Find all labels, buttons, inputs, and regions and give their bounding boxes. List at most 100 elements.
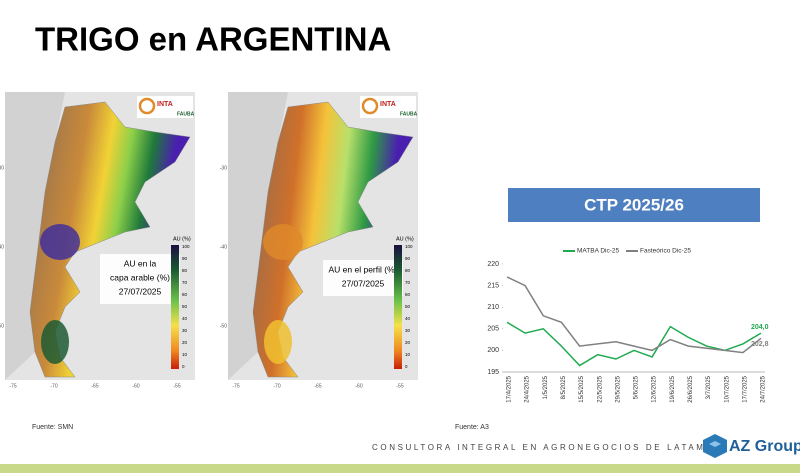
map-zone — [263, 224, 303, 260]
series-line — [506, 276, 762, 354]
colorbar-tick: 70 — [182, 280, 188, 285]
colorbar-tick: 70 — [405, 280, 411, 285]
y-tick-label: 200 — [487, 347, 499, 354]
legend-title: AU (%) — [396, 236, 414, 242]
map-region — [5, 92, 65, 380]
x-tick-label: 24/4/2025 — [525, 375, 531, 402]
lat-tick: -40 — [220, 244, 227, 250]
colorbar-tick: 30 — [405, 328, 411, 333]
colorbar-tick: 60 — [405, 292, 411, 297]
colorbar-tick: 10 — [405, 352, 411, 357]
map-country — [252, 101, 414, 378]
logo-text: AZ Group — [729, 438, 800, 455]
map-zone — [41, 320, 69, 364]
x-tick-label: 29/5/2025 — [615, 375, 621, 402]
x-tick-label: 22/5/2025 — [597, 375, 603, 402]
colorbar-tick: 30 — [182, 328, 188, 333]
x-tick-label: 19/6/2025 — [670, 375, 676, 402]
legend-label: Fasteórico Dic-25 — [640, 248, 691, 255]
map-zone — [264, 320, 292, 364]
x-tick-label: 3/7/2025 — [706, 375, 712, 399]
lon-tick: -65 — [314, 383, 321, 389]
colorbar-tick: 40 — [182, 316, 188, 321]
x-tick-label: 8/5/2025 — [561, 375, 567, 399]
lat-tick: -30 — [0, 165, 4, 171]
lon-tick: -75 — [9, 383, 16, 389]
lon-tick: -60 — [132, 383, 139, 389]
map-region — [228, 92, 288, 380]
colorbar-tick: 90 — [182, 256, 188, 261]
map-panel: INTA FAUBA AU en el perfil (%) 27/07/2025 AU… — [228, 92, 418, 380]
caption-text: 27/07/2025 — [119, 286, 162, 296]
footer-text: CONSULTORA INTEGRAL EN AGRONEGOCIOS DE L… — [372, 443, 706, 452]
caption-box — [100, 254, 180, 304]
line-chart: 195 200 205 210 215 220 17/4/2025 24/4/2025 1/5/… — [487, 248, 768, 403]
chart-banner-text: CTP 2025/26 — [584, 195, 684, 214]
lon-tick: -55 — [396, 383, 403, 389]
y-tick-label: 215 — [487, 282, 499, 289]
x-tick-label: 5/6/2025 — [634, 375, 640, 399]
lat-tick: -30 — [220, 165, 227, 171]
value-label: 204,0 — [751, 324, 769, 331]
legend-title: AU (%) — [173, 236, 191, 242]
logo: AZ Group — [703, 434, 800, 458]
x-tick-label: 12/6/2025 — [652, 375, 658, 402]
caption-text: 27/07/2025 — [342, 278, 385, 288]
logo-text: INTA — [380, 101, 396, 108]
map-country — [29, 101, 191, 378]
source: Fuente: SMN — [32, 424, 73, 431]
lon-tick: -70 — [273, 383, 280, 389]
y-tick-label: 205 — [487, 326, 499, 333]
lat-tick: -50 — [220, 323, 227, 329]
colorbar-tick: 10 — [182, 352, 188, 357]
colorbar-tick: 40 — [405, 316, 411, 321]
slide-title: TRIGO en ARGENTINA — [35, 21, 391, 58]
y-tick-label: 195 — [487, 369, 499, 376]
caption-text: capa arable (%) — [110, 272, 170, 282]
map-zone — [40, 224, 80, 260]
colorbar-tick: 0 — [182, 364, 185, 369]
logo-text: INTA — [157, 101, 173, 108]
x-tick-label: 10/7/2025 — [724, 375, 730, 402]
colorbar-tick: 80 — [182, 268, 188, 273]
colorbar-tick: 20 — [405, 340, 411, 345]
colorbar-tick: 50 — [405, 304, 411, 309]
colorbar-tick: 50 — [182, 304, 188, 309]
legend-label: MATBA Dic-25 — [577, 248, 620, 255]
chart-banner — [508, 188, 760, 222]
x-tick-label: 17/4/2025 — [507, 375, 513, 402]
series-line — [506, 321, 762, 367]
logo-mark — [361, 97, 379, 115]
logo-text: FAUBA — [177, 111, 195, 117]
x-tick-label: 17/7/2025 — [742, 375, 748, 402]
lon-tick: -75 — [232, 383, 239, 389]
colorbar-tick: 20 — [182, 340, 188, 345]
x-tick-label: 15/5/2025 — [579, 375, 585, 402]
source: Fuente: A3 — [455, 424, 489, 431]
colorbar-tick: 90 — [405, 256, 411, 261]
x-tick-label: 1/5/2025 — [543, 375, 549, 399]
lon-tick: -65 — [91, 383, 98, 389]
colorbar-tick: 60 — [182, 292, 188, 297]
value-label: 202,8 — [751, 341, 769, 348]
colorbar-tick: 0 — [405, 364, 408, 369]
y-tick-label: 210 — [487, 304, 499, 311]
colorbar — [394, 245, 402, 369]
colorbar-tick: 80 — [405, 268, 411, 273]
caption-box — [323, 260, 403, 296]
logo-mark — [138, 97, 156, 115]
map-panel: INTA FAUBA AU en la capa arable (%) 27/07/20… — [5, 92, 195, 380]
lat-tick: -40 — [0, 244, 4, 250]
lat-tick: -50 — [0, 323, 4, 329]
x-tick-label: 26/6/2025 — [688, 375, 694, 402]
y-tick-label: 220 — [487, 261, 499, 268]
lon-tick: -60 — [355, 383, 362, 389]
caption-text: AU en el perfil (%) — [329, 264, 398, 274]
maps: INTA FAUBA AU en la capa arable (%) 27/07/20… — [0, 92, 418, 389]
caption-text: AU en la — [124, 258, 157, 268]
lon-tick: -55 — [173, 383, 180, 389]
lon-tick: -70 — [50, 383, 57, 389]
colorbar-tick: 100 — [405, 244, 413, 249]
